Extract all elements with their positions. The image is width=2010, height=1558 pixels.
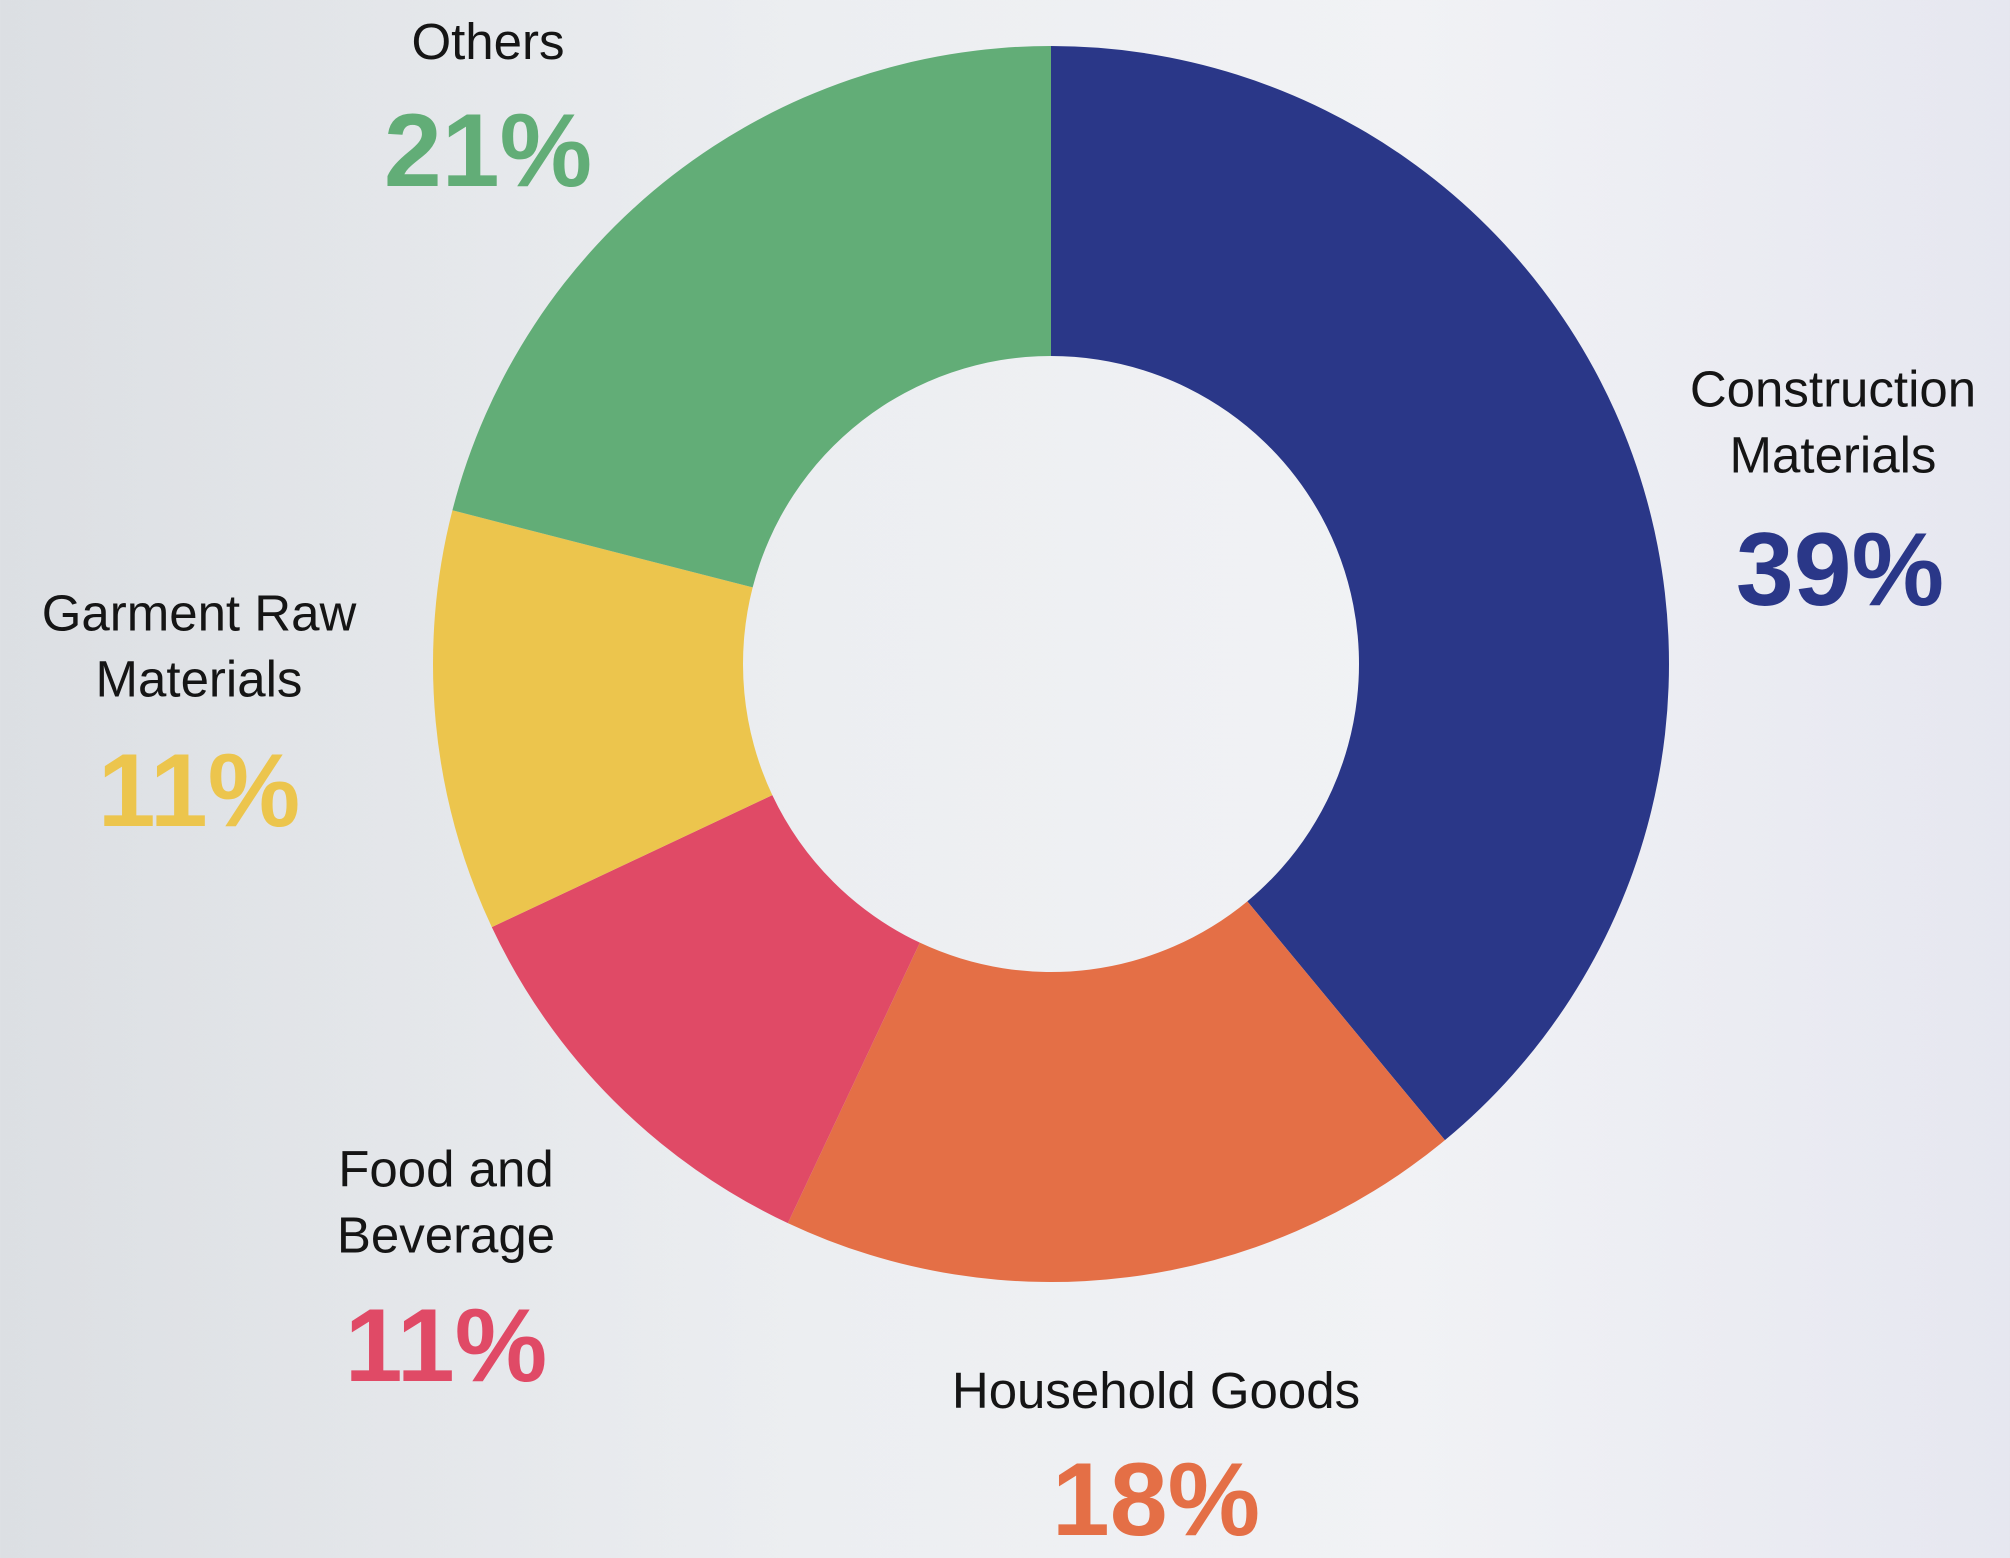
value-label: 18% <box>1051 1442 1261 1558</box>
category-label: Household Goods <box>951 1361 1361 1419</box>
donut-slice <box>433 510 773 928</box>
value-label: 11% <box>344 1288 548 1404</box>
donut-slice <box>452 46 1051 588</box>
category-label: Food and Beverage <box>336 1140 556 1264</box>
donut-slice <box>787 901 1445 1282</box>
value-label: 39% <box>1735 512 1945 628</box>
category-label: Construction Materials <box>1689 360 1977 484</box>
donut-slice <box>491 795 920 1224</box>
category-label: Garment Raw Materials <box>41 584 357 708</box>
value-label: 21% <box>383 93 593 209</box>
value-label: 11% <box>97 733 301 849</box>
donut-slice <box>1051 46 1670 1141</box>
category-label: Others <box>411 12 565 70</box>
